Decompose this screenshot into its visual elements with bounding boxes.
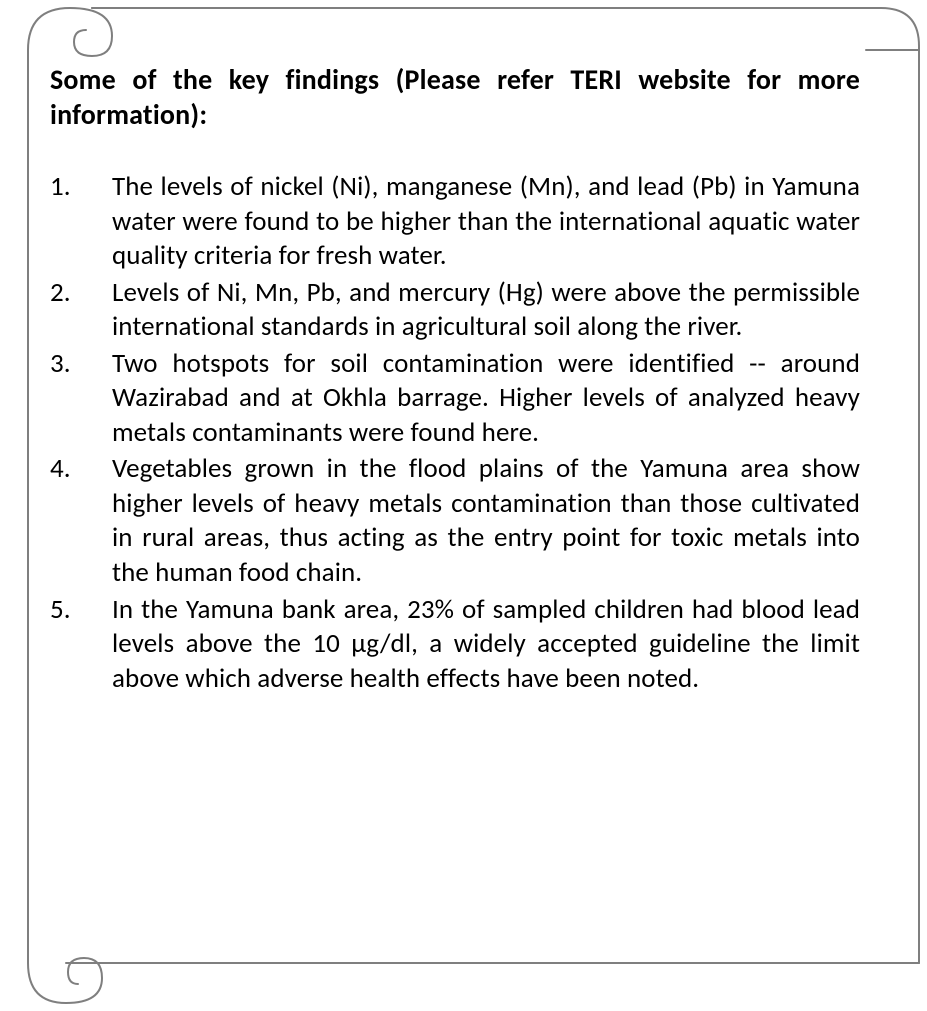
list-item: Levels of Ni, Mn, Pb, and mercury (Hg) w… bbox=[50, 276, 860, 345]
heading: Some of the key findings (Please refer T… bbox=[50, 62, 860, 132]
findings-list: The levels of nickel (Ni), manganese (Mn… bbox=[50, 170, 860, 696]
document-content: Some of the key findings (Please refer T… bbox=[50, 62, 880, 698]
list-item: Two hotspots for soil contamination were… bbox=[50, 347, 860, 451]
list-item: Vegetables grown in the flood plains of … bbox=[50, 452, 860, 590]
list-item: In the Yamuna bank area, 23% of sampled … bbox=[50, 593, 860, 697]
list-item: The levels of nickel (Ni), manganese (Mn… bbox=[50, 170, 860, 274]
